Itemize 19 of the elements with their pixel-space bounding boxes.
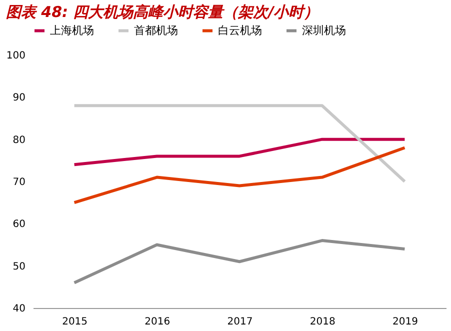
legend-label: 深圳机场 xyxy=(302,24,346,37)
legend-label: 上海机场 xyxy=(50,24,94,37)
chart-title: 图表 48: 四大机场高峰小时容量（架次/小时） xyxy=(6,3,319,21)
x-tick-label: 2016 xyxy=(144,316,170,328)
y-tick-label: 40 xyxy=(12,304,26,314)
x-tick-label: 2019 xyxy=(392,316,418,328)
legend-label: 首都机场 xyxy=(134,24,178,37)
legend-label: 白云机场 xyxy=(218,24,262,37)
y-tick-label: 70 xyxy=(12,177,26,188)
line-series xyxy=(72,146,406,204)
x-tick-label: 2017 xyxy=(227,316,253,328)
y-tick-label: 100 xyxy=(6,50,26,62)
y-tick-label: 50 xyxy=(12,261,26,272)
line-series xyxy=(72,239,406,284)
y-tick-label: 80 xyxy=(12,134,26,146)
y-tick-label: 90 xyxy=(12,92,26,104)
x-tick-label: 2018 xyxy=(310,316,336,328)
x-tick-label: 2015 xyxy=(62,316,88,328)
y-tick-label: 60 xyxy=(12,219,26,230)
